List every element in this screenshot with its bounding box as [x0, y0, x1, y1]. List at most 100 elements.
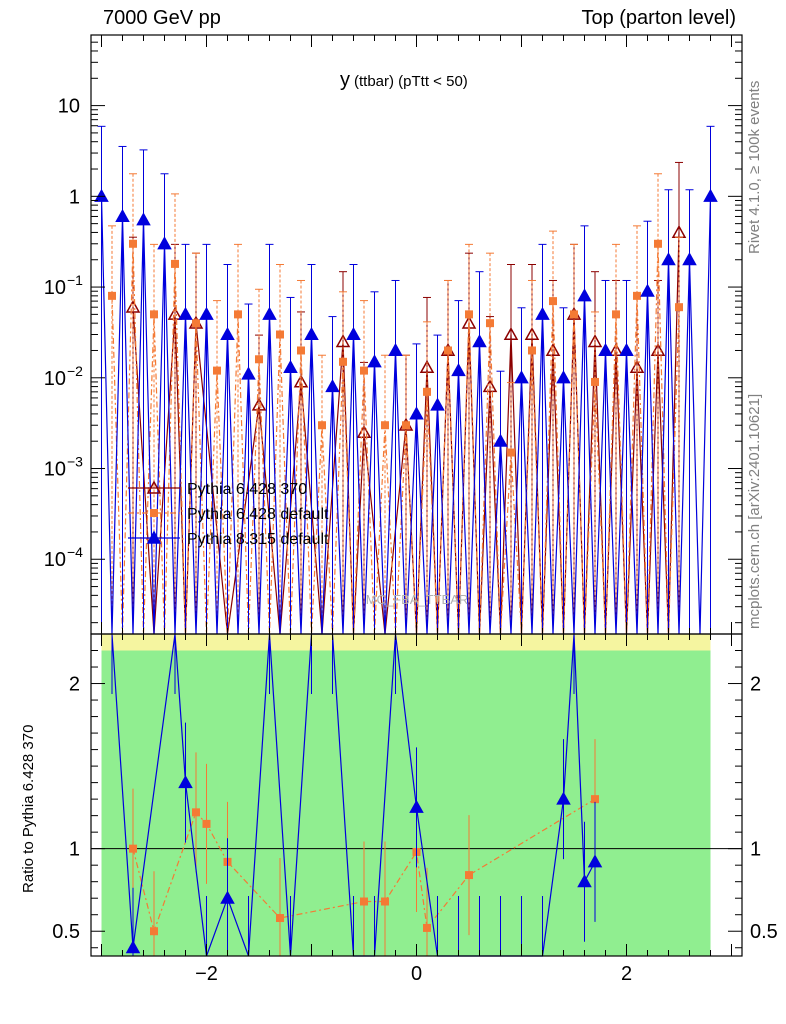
ratio-band-stat [689, 650, 711, 956]
ratio-y-tick-label-left: 2 [69, 674, 80, 696]
legend-marker [146, 530, 162, 544]
ratio-marker-p8-default [220, 890, 235, 904]
y-tick-exponent: −2 [67, 363, 83, 379]
y-tick-exponent: −4 [67, 544, 83, 560]
ratio-band-stat [542, 650, 564, 956]
ratio-band-stat [521, 650, 543, 956]
marker-p8-default [388, 342, 403, 357]
marker-p6-default [171, 259, 179, 268]
marker-p8-default [241, 366, 256, 380]
ratio-marker-p8-default [577, 874, 592, 888]
y-tick-label: 10 [44, 459, 66, 481]
marker-p8-default [703, 188, 718, 202]
x-tick-label: −2 [195, 963, 218, 985]
marker-p6-default [360, 366, 368, 375]
marker-p6-370 [335, 334, 351, 348]
y-tick-label: 10 [44, 549, 66, 571]
ratio-band-stat [500, 650, 522, 956]
marker-p8-default [619, 342, 634, 357]
ratio-marker-p6-default [423, 923, 431, 932]
ratio-y-axis-label: Ratio to Pythia 6.428 370 [20, 724, 37, 893]
marker-p8-default [220, 326, 235, 341]
marker-p8-default [682, 252, 697, 266]
marker-p8-default [430, 397, 445, 411]
ratio-band-stat [143, 650, 165, 956]
ratio-band-stat [626, 650, 648, 956]
marker-p8-default [199, 306, 214, 320]
marker-p6-default [570, 310, 578, 319]
marker-p6-370 [503, 326, 519, 341]
marker-p8-default [325, 379, 340, 393]
marker-p6-default [150, 310, 158, 319]
marker-p6-370 [587, 334, 603, 348]
ratio-band-stat [164, 650, 186, 956]
y-tick-label: 1 [69, 186, 80, 208]
y-tick-label: 10 [58, 96, 80, 118]
y-tick-label: 10 [44, 277, 66, 299]
marker-p8-default [283, 359, 298, 374]
marker-p8-default [262, 306, 277, 320]
header-left: 7000 GeV pp [103, 7, 221, 29]
marker-p8-default [598, 342, 613, 357]
marker-p8-default [556, 370, 571, 384]
ratio-band-stat [206, 650, 228, 956]
ratio-band-stat [605, 650, 627, 956]
mcplots-label: mcplots.cern.ch [arXiv:2401.10621] [746, 393, 763, 629]
marker-p8-default [514, 370, 529, 384]
marker-p6-default [234, 310, 242, 319]
marker-p6-default [423, 387, 431, 396]
ratio-y-tick-label-right: 0.5 [750, 921, 778, 943]
marker-p8-default [577, 288, 592, 302]
ratio-y-tick-label-right: 2 [750, 674, 761, 696]
ratio-band-stat [395, 650, 417, 956]
marker-p6-370 [482, 379, 498, 393]
marker-p6-default [276, 330, 284, 339]
marker-p6-370 [524, 326, 540, 341]
marker-p6-default [612, 310, 620, 319]
plot-title-main: y [340, 69, 350, 91]
ratio-marker-p8-default [556, 791, 571, 805]
ratio-y-tick-label-left: 0.5 [52, 921, 80, 943]
ratio-band-stat [311, 650, 333, 956]
ratio-band-stat [647, 650, 669, 956]
marker-p8-default [640, 283, 655, 297]
marker-p6-370 [545, 342, 561, 357]
y-tick-exponent: −1 [67, 272, 83, 288]
marker-p6-default [591, 377, 599, 386]
ratio-marker-p6-default [591, 795, 599, 804]
marker-p8-default [304, 326, 319, 341]
ratio-marker-p6-default [150, 927, 158, 936]
ratio-marker-p6-default [381, 897, 389, 906]
marker-p6-370 [125, 299, 141, 313]
marker-p6-default [444, 346, 452, 355]
marker-p8-default [472, 334, 487, 348]
marker-p6-default [339, 357, 347, 366]
ratio-band-stat [458, 650, 480, 956]
ratio-marker-p6-default [202, 819, 211, 828]
marker-p6-default [633, 291, 641, 300]
y-tick-label: 10 [44, 368, 66, 390]
ratio-band-stat [437, 650, 459, 956]
header-right: Top (parton level) [581, 7, 736, 29]
legend: Pythia 6.428 370 Pythia 6.428 default Pyth… [128, 480, 329, 548]
marker-p8-default [178, 306, 193, 320]
ratio-band-stat [227, 650, 249, 956]
x-tick-label: 0 [411, 963, 422, 985]
y-tick-exponent: −3 [67, 454, 83, 470]
marker-p6-default [465, 310, 473, 319]
rivet-label: Rivet 4.1.0, ≥ 100k events [746, 80, 763, 254]
marker-p8-default [346, 326, 361, 341]
marker-p8-default [535, 306, 550, 320]
marker-p8-default [493, 433, 508, 447]
marker-p6-default [255, 355, 263, 364]
ratio-uncertainty-bands [101, 634, 711, 956]
x-tick-label: 2 [621, 963, 632, 985]
ratio-marker-p8-default [587, 854, 603, 868]
marker-p8-default [115, 208, 130, 223]
marker-p8-default [136, 212, 151, 226]
marker-p6-default [486, 319, 494, 328]
marker-p8-default [94, 188, 109, 202]
marker-p8-default [157, 236, 172, 250]
